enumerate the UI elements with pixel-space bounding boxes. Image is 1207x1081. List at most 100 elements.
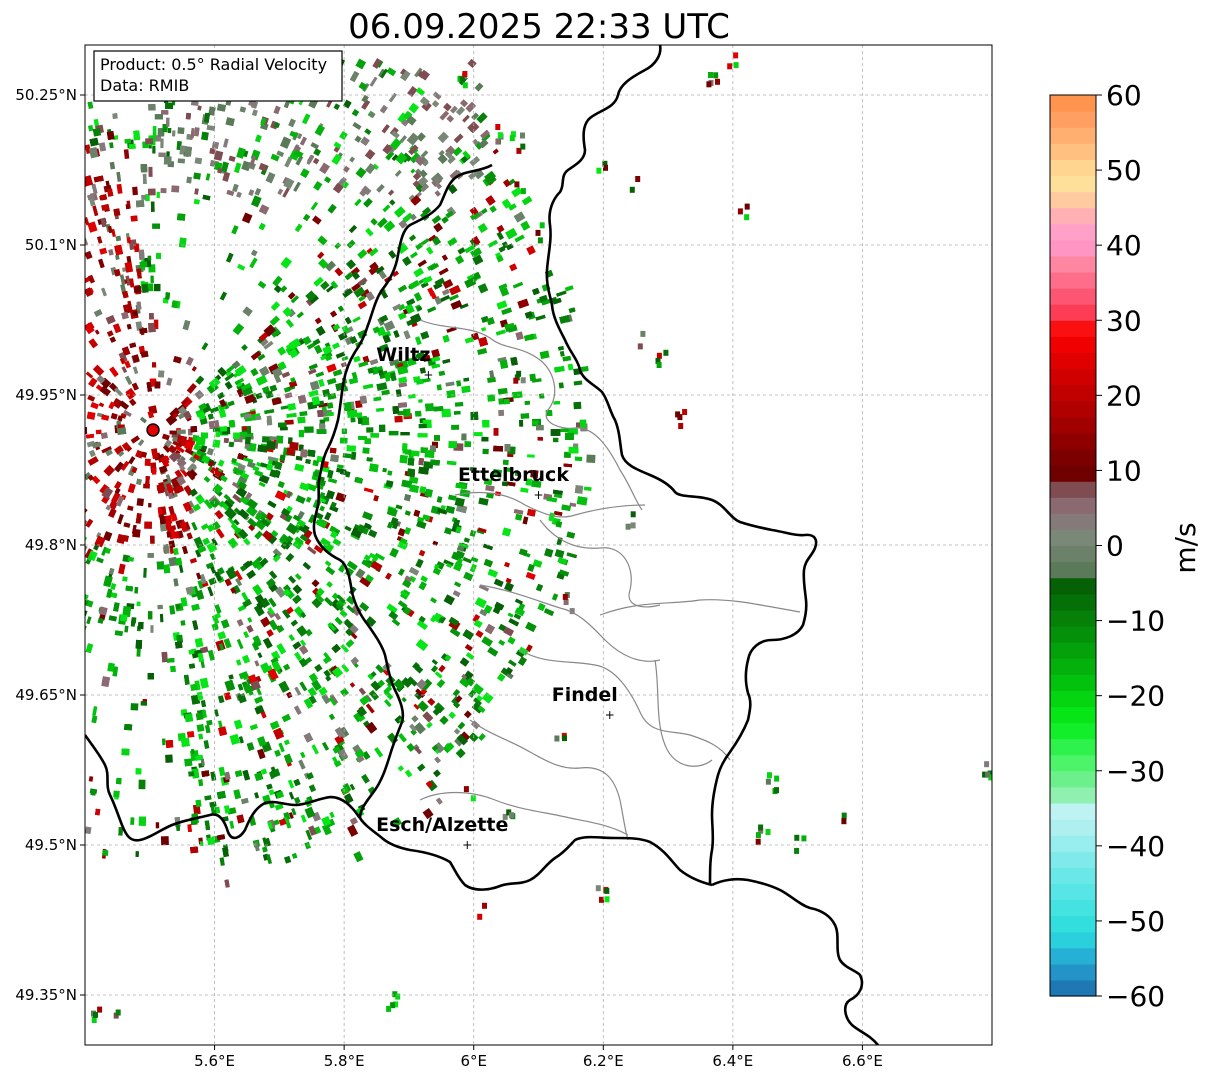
colorbar-tick-label: −60 xyxy=(1106,980,1165,1013)
colorbar-swatch xyxy=(1050,899,1096,917)
colorbar-swatch xyxy=(1050,191,1096,209)
colorbar-swatch xyxy=(1050,384,1096,402)
colorbar-swatch xyxy=(1050,368,1096,386)
canton-boundary xyxy=(469,719,629,841)
colorbar-swatch xyxy=(1050,690,1096,707)
colorbar-swatch xyxy=(1050,432,1096,450)
colorbar-swatch xyxy=(1050,609,1096,627)
colorbar-swatch xyxy=(1050,400,1096,418)
colorbar-tick-label: 60 xyxy=(1106,79,1142,112)
colorbar-tick-label: 30 xyxy=(1106,304,1142,337)
x-tick-label: 5.6°E xyxy=(194,1052,235,1070)
y-tick-label: 50.25°N xyxy=(15,86,77,104)
y-tick-label: 50.1°N xyxy=(25,236,77,254)
admin-boundaries xyxy=(419,319,801,841)
border-belgium-luxembourg xyxy=(312,163,493,819)
colorbar-tick-label: 0 xyxy=(1106,530,1124,563)
city-labels: + Wiltz + Ettelbruck + Findel + Esch/Alzette xyxy=(376,344,618,852)
colorbar-swatch xyxy=(1050,448,1096,466)
colorbar-swatch xyxy=(1050,481,1096,498)
y-tick-label: 49.5°N xyxy=(25,836,77,854)
map-title: 06.09.2025 22:33 UTC xyxy=(348,7,730,47)
border-france-germany xyxy=(711,877,880,1045)
colorbar-tick-label: 50 xyxy=(1106,154,1142,187)
canton-boundary xyxy=(419,319,643,511)
colorbar-swatch xyxy=(1050,239,1096,257)
canton-boundary xyxy=(539,519,661,608)
colorbar-swatch xyxy=(1050,288,1096,305)
canton-boundary xyxy=(599,599,801,616)
colorbar-ticks: 60 50 40 30 20 10 0 −10 −20 −30 −40 −50 −60 xyxy=(1096,79,1165,1013)
colorbar-swatch xyxy=(1050,561,1096,579)
city-label: Findel xyxy=(552,684,618,706)
colorbar-swatch xyxy=(1050,336,1096,354)
colorbar-tick-label: −40 xyxy=(1106,830,1165,863)
colorbar-swatch xyxy=(1050,593,1096,611)
y-tick-label: 49.35°N xyxy=(15,986,77,1004)
canton-boundary xyxy=(454,491,646,518)
y-tick-label: 49.8°N xyxy=(25,536,77,554)
colorbar-swatch xyxy=(1050,835,1096,852)
colorbar-swatch xyxy=(1050,947,1096,965)
border-belgium-france xyxy=(85,734,361,842)
colorbar-swatch xyxy=(1050,722,1096,740)
city-label: Wiltz xyxy=(376,344,430,366)
colorbar-swatch xyxy=(1050,223,1096,241)
colorbar-swatch xyxy=(1050,642,1096,659)
radar-site-icon xyxy=(146,423,160,437)
colorbar-tick-label: 40 xyxy=(1106,229,1142,262)
city-marker-icon: + xyxy=(533,488,543,502)
colorbar-swatch xyxy=(1050,513,1096,531)
colorbar-swatch xyxy=(1050,497,1096,514)
border-germany-luxembourg xyxy=(545,45,818,886)
city-marker-icon: + xyxy=(605,708,615,722)
colorbar-swatch xyxy=(1050,271,1096,289)
canton-boundary xyxy=(654,659,713,767)
colorbar-swatch xyxy=(1050,175,1096,193)
colorbar-tick-label: −10 xyxy=(1106,605,1165,638)
y-axis-ticks: 50.25°N 50.1°N 49.95°N 49.8°N 49.65°N 49.5°N 4… xyxy=(15,86,85,1004)
city-marker-icon: + xyxy=(423,368,433,382)
colorbar-swatch xyxy=(1050,465,1096,482)
colorbar-swatch xyxy=(1050,979,1096,997)
colorbar-swatch xyxy=(1050,529,1096,547)
x-tick-label: 6.6°E xyxy=(842,1052,883,1070)
colorbar-tick-label: −50 xyxy=(1106,905,1165,938)
colorbar-swatch xyxy=(1050,416,1096,434)
colorbar-swatch xyxy=(1050,111,1096,128)
colorbar-swatch xyxy=(1050,625,1096,643)
colorbar: 60 50 40 30 20 10 0 −10 −20 −30 −40 −50 −60 m/s xyxy=(1049,79,1202,1013)
y-tick-label: 49.95°N xyxy=(15,386,77,404)
info-box-frame xyxy=(93,50,343,102)
colorbar-swatch xyxy=(1050,963,1096,981)
city-label: Esch/Alzette xyxy=(376,814,508,836)
colorbar-swatch xyxy=(1050,207,1096,225)
colorbar-swatch xyxy=(1050,738,1096,756)
colorbar-swatch xyxy=(1050,867,1096,884)
colorbar-tick-label: 10 xyxy=(1106,454,1142,487)
canton-boundary xyxy=(519,649,731,761)
canton-boundary xyxy=(419,791,629,836)
radar-echoes-layer xyxy=(85,52,992,1023)
colorbar-swatch xyxy=(1050,674,1096,691)
colorbar-swatch xyxy=(1050,786,1096,804)
colorbar-swatch xyxy=(1050,931,1096,949)
colorbar-swatch xyxy=(1050,883,1096,901)
colorbar-swatch xyxy=(1050,770,1096,788)
colorbar-swatch xyxy=(1050,255,1096,273)
city-marker-icon: + xyxy=(462,838,472,852)
colorbar-swatch xyxy=(1050,545,1096,563)
border-france-luxembourg xyxy=(358,817,713,891)
colorbar-swatch xyxy=(1050,851,1096,868)
canton-boundary xyxy=(479,584,661,662)
colorbar-swatch xyxy=(1050,304,1096,321)
colorbar-label: m/s xyxy=(1169,522,1202,573)
colorbar-tick-label: −20 xyxy=(1106,680,1165,713)
colorbar-swatch xyxy=(1050,819,1096,836)
colorbar-swatch xyxy=(1050,577,1096,595)
info-product: Product: 0.5° Radial Velocity xyxy=(100,55,327,74)
colorbar-swatch xyxy=(1050,143,1096,160)
colorbar-swatch xyxy=(1050,159,1096,177)
colorbar-swatch xyxy=(1050,95,1096,112)
